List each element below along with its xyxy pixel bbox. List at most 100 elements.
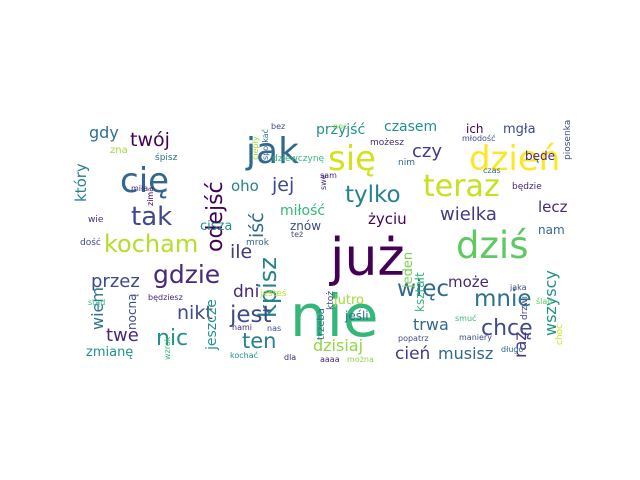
word-milosc: miłość — [280, 203, 325, 219]
word-nami: nas — [267, 324, 281, 333]
word-chce: chcę — [481, 316, 533, 341]
word-zima: zima — [146, 187, 155, 206]
word-wiem: wiem — [88, 287, 107, 330]
word-gdzie: gdzie — [153, 260, 220, 289]
word-nie: nie — [290, 282, 379, 350]
word-lecz: lecz — [538, 198, 568, 216]
word-ktory: który — [72, 163, 90, 202]
word-kochac: dla — [284, 353, 296, 362]
word-ich: ich — [466, 122, 484, 136]
word-drzwi: długo — [501, 345, 524, 354]
word-musisz: musisz — [438, 344, 493, 363]
word-przyjsc: przyjść — [316, 122, 365, 138]
word-kpisz: kpisz — [254, 257, 282, 318]
word-maniery: kochać — [230, 350, 258, 360]
word-juz: już — [329, 228, 405, 288]
word-twe: twe — [106, 325, 139, 346]
word-tez: ktoż — [326, 291, 336, 310]
word-nic: nic — [156, 326, 188, 351]
word-bedziesz: jesteś — [259, 288, 287, 299]
word-iscv: iść — [246, 212, 268, 238]
word-wiec: więc — [397, 276, 449, 302]
word-dla: aaaa — [320, 355, 340, 364]
word-nim: młodość — [462, 133, 496, 143]
word-cien: cień — [395, 344, 430, 364]
word-czas: nim — [398, 158, 415, 168]
word-jutro: jutro — [333, 293, 364, 308]
word-przez: przez — [91, 271, 140, 292]
word-zna: zna — [110, 145, 128, 156]
word-moze: może — [448, 273, 489, 291]
word-mozna: ciepły — [251, 136, 260, 160]
word-jak: jak — [245, 131, 299, 172]
word-wzrok: wzrok — [163, 336, 172, 360]
word-choc: maniery — [459, 333, 492, 342]
word-nas: też — [291, 230, 303, 239]
word-popatrz: smuć — [455, 313, 476, 323]
word-nikt: nikt — [177, 302, 213, 324]
word-aaaa: można — [347, 355, 374, 364]
word-bedzie: miła — [131, 184, 148, 193]
word-piosenka: piosenka — [563, 120, 573, 160]
word-smuc: jaka — [509, 283, 527, 292]
word-spotkac: sam — [320, 171, 337, 180]
word-sam: noc — [333, 122, 347, 131]
word-cie: cię — [120, 161, 169, 201]
word-sie: się — [328, 139, 376, 179]
word-noc: możesz — [370, 138, 404, 148]
word-dziewczyne: dziewczynę — [272, 154, 325, 164]
word-ksztalt: kształt — [413, 272, 427, 312]
word-jestes: trzeba — [316, 308, 327, 340]
word-dni: dni — [233, 282, 259, 302]
word-gdy: gdy — [89, 123, 119, 142]
word-czy: czy — [412, 141, 442, 162]
word-odejsc: odejść — [203, 181, 228, 252]
word-kocham: kocham — [104, 230, 198, 258]
word-zmiane: zmianę — [86, 345, 133, 360]
word-bez: bez — [271, 122, 285, 131]
word-dzis: dziś — [456, 224, 528, 267]
word-jeszcze: jeszcze — [204, 299, 220, 351]
word-nocna: nocną — [125, 293, 139, 330]
word-czasem: czasem — [384, 119, 437, 135]
word-dzisiaj: dzisiaj — [313, 336, 363, 355]
word-tak: tak — [131, 202, 172, 232]
word-swe: swe — [319, 174, 328, 190]
word-dosc: mrok — [246, 238, 270, 248]
word-wszyscy: wszyscy — [541, 270, 560, 336]
word-mnie: mnie — [474, 286, 532, 312]
word-trwa: trwa — [413, 315, 449, 334]
word-nam: nam — [538, 223, 565, 237]
word-mgla: mgła — [503, 122, 536, 137]
word-mrok: stąd — [88, 298, 105, 307]
word-jaka: ślad — [536, 296, 552, 306]
word-mozesz: czas — [483, 166, 501, 175]
word-znow: znów — [290, 219, 321, 233]
word-ktoz: popatrz — [398, 334, 429, 343]
word-stad: będziesz — [148, 293, 183, 302]
word-raz: raz — [511, 332, 531, 358]
word-zyciu: życiu — [368, 210, 407, 228]
word-cisza: cisza — [200, 219, 232, 234]
word-tylko: tylko — [345, 182, 401, 208]
word-ten: ten — [242, 329, 276, 353]
word-jest: jest — [229, 302, 272, 328]
word-jesli: jeśli — [344, 309, 369, 323]
word-dzien: dzień — [469, 139, 560, 179]
word-cieply: spotkać — [260, 129, 270, 160]
word-teraz: teraz — [423, 169, 500, 204]
word-spisz: śpisz — [155, 152, 178, 163]
word-twoj: twój — [130, 129, 170, 151]
word-dlugo: choć — [554, 324, 565, 345]
word-ile: ile — [230, 241, 252, 263]
word-jej: jej — [271, 174, 294, 196]
word-mila: wie — [88, 215, 104, 225]
word-bede: będe — [525, 149, 555, 163]
word-mlodosc: będzie — [512, 182, 542, 192]
word-jeden: jeden — [401, 252, 416, 289]
word-oho: oho — [231, 177, 259, 195]
word-slad: drzwi — [520, 296, 530, 320]
word-trzeba: nami — [232, 323, 252, 332]
word-wielka: wielka — [440, 204, 497, 225]
